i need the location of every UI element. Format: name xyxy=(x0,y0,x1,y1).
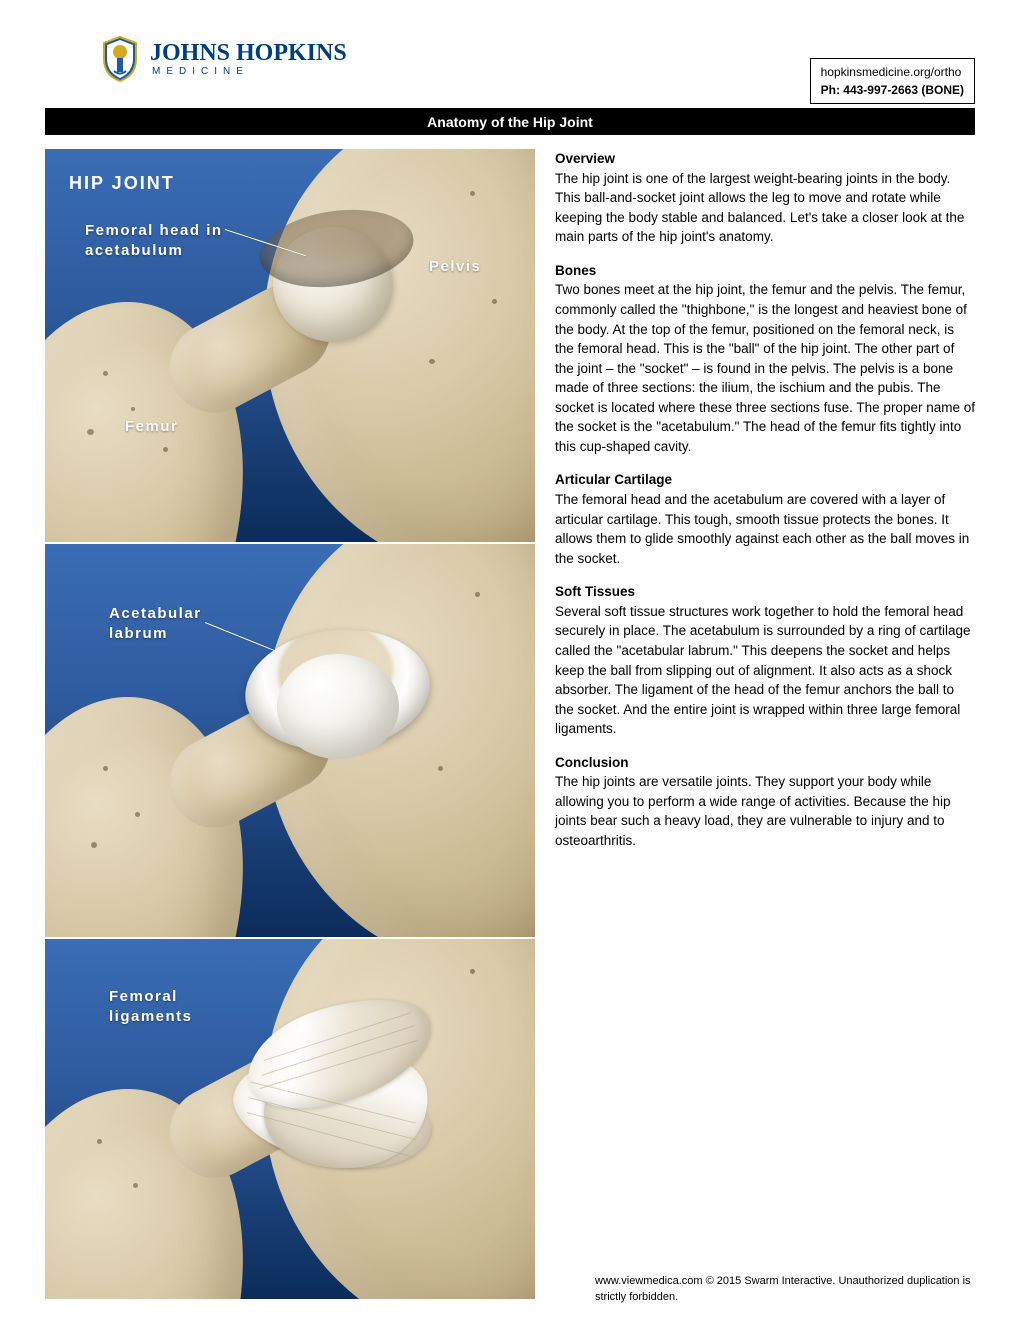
title-bar: Anatomy of the Hip Joint xyxy=(45,108,975,135)
logo-text-main: JOHNS HOPKINS xyxy=(150,41,347,65)
section-heading: Conclusion xyxy=(555,753,975,773)
section-body: Two bones meet at the hip joint, the fem… xyxy=(555,280,975,456)
section-heading: Bones xyxy=(555,261,975,281)
label-ligaments: Femoral ligaments xyxy=(109,987,193,1026)
header: JOHNS HOPKINS MEDICINE hopkinsmedicine.o… xyxy=(45,30,975,100)
section-body: The hip joint is one of the largest weig… xyxy=(555,169,975,247)
copyright-footer: www.viewmedica.com © 2015 Swarm Interact… xyxy=(595,1274,975,1305)
panel-title: HIP JOINT xyxy=(69,173,175,194)
section-heading: Soft Tissues xyxy=(555,582,975,602)
section-body: Several soft tissue structures work toge… xyxy=(555,602,975,739)
article-body: Overview The hip joint is one of the lar… xyxy=(555,149,975,1299)
label-femoral-head: Femoral head in acetabulum xyxy=(85,221,223,260)
anatomy-panel-labrum: Acetabular labrum xyxy=(45,544,535,939)
anatomy-panels: HIP JOINT Femoral head in acetabulum Pel… xyxy=(45,149,535,1299)
logo-shield-icon xyxy=(100,35,140,83)
label-labrum: Acetabular labrum xyxy=(109,604,202,643)
logo-text-sub: MEDICINE xyxy=(152,67,347,77)
label-pelvis: Pelvis xyxy=(429,257,481,277)
section-heading: Overview xyxy=(555,149,975,169)
contact-url: hopkinsmedicine.org/ortho xyxy=(821,63,964,81)
contact-phone: Ph: 443-997-2663 (BONE) xyxy=(821,81,964,99)
anatomy-panel-ligaments: Femoral ligaments xyxy=(45,939,535,1299)
section-heading: Articular Cartilage xyxy=(555,470,975,490)
anatomy-panel-hip-joint: HIP JOINT Femoral head in acetabulum Pel… xyxy=(45,149,535,544)
section-body: The femoral head and the acetabulum are … xyxy=(555,490,975,568)
label-femur: Femur xyxy=(125,417,178,437)
logo: JOHNS HOPKINS MEDICINE xyxy=(100,35,347,83)
contact-box: hopkinsmedicine.org/ortho Ph: 443-997-26… xyxy=(810,58,975,104)
main-content: HIP JOINT Femoral head in acetabulum Pel… xyxy=(45,149,975,1299)
section-body: The hip joints are versatile joints. The… xyxy=(555,772,975,850)
